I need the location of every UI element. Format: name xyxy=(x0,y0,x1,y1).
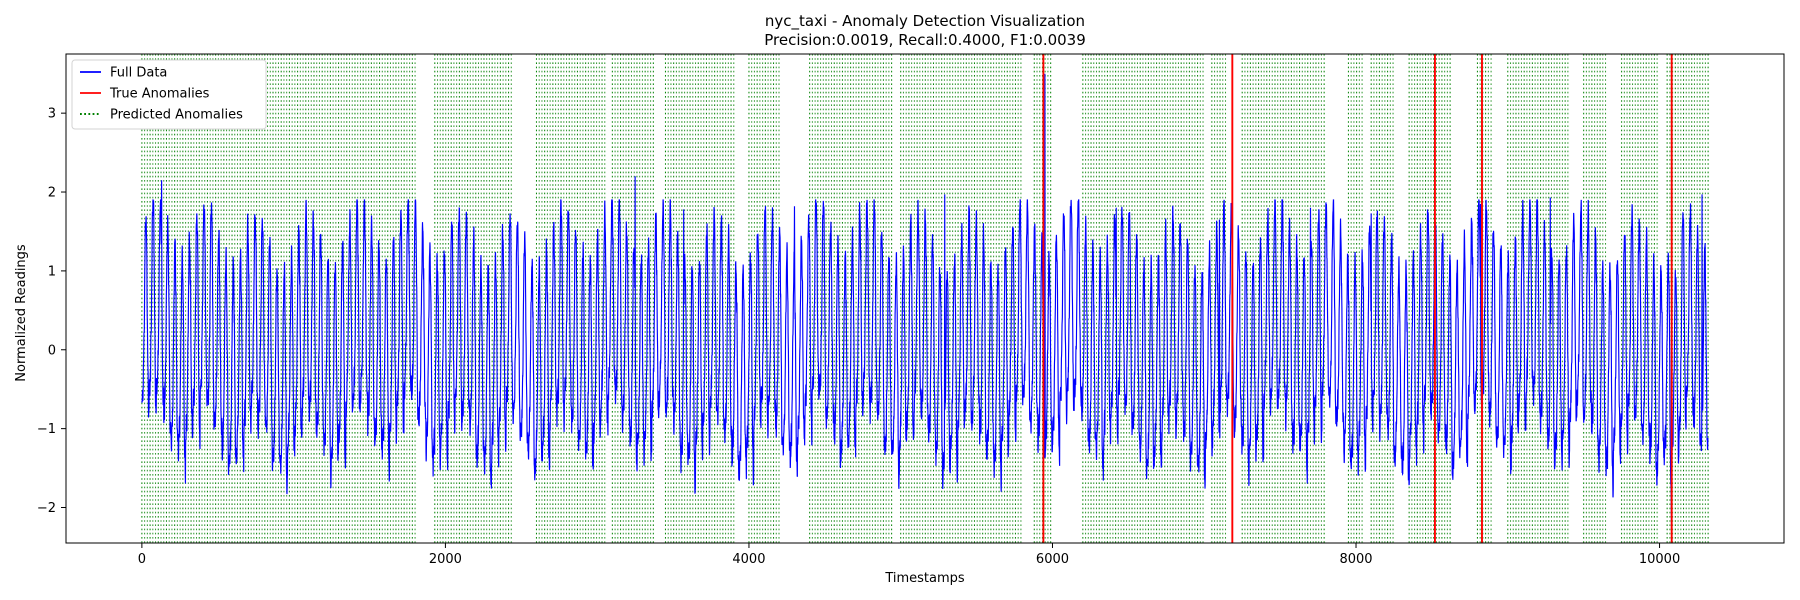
chart-subtitle: Precision:0.0019, Recall:0.4000, F1:0.00… xyxy=(764,31,1086,49)
y-axis-tick-label: 3 xyxy=(48,107,56,122)
legend-box xyxy=(71,59,267,130)
y-axis-label: Normalized Readings xyxy=(14,244,29,382)
legend: Full Data True Anomalies Predicted Anomali… xyxy=(71,59,267,130)
plot-content xyxy=(141,54,1709,543)
y-axis-tick-label: 2 xyxy=(48,186,56,201)
legend-label: True Anomalies xyxy=(109,87,210,102)
y-axis-tick-label: 1 xyxy=(48,264,56,279)
plot-frame xyxy=(65,53,1785,544)
predicted-anomaly-range xyxy=(665,54,733,543)
x-axis-tick-label: 4000 xyxy=(732,552,765,567)
x-axis-tick-label: 0 xyxy=(138,552,146,567)
x-axis-tick-label: 6000 xyxy=(1036,552,1069,567)
y-axis-tick-label: −1 xyxy=(37,422,56,437)
y-axis-tick-label: 0 xyxy=(48,343,56,358)
predicted-anomaly-lines xyxy=(141,54,1709,543)
axis-layer: 0 2000 4000 6000 8000 10000 −2 −1 0 1 2 3 xyxy=(37,53,1785,567)
legend-label: Full Data xyxy=(110,66,167,81)
axis-labels: Timestamps Normalized Readings xyxy=(14,244,965,586)
x-axis-label: Timestamps xyxy=(884,571,965,586)
y-axis-tick-label: −2 xyxy=(37,501,56,516)
x-axis-tick-label: 10000 xyxy=(1639,552,1680,567)
chart-title: nyc_taxi - Anomaly Detection Visualizati… xyxy=(765,12,1085,31)
full-data-series xyxy=(141,73,1709,543)
x-axis-tick-label: 8000 xyxy=(1339,552,1372,567)
title-group: nyc_taxi - Anomaly Detection Visualizati… xyxy=(764,12,1086,49)
true-anomaly-lines xyxy=(1042,54,1673,543)
predicted-anomaly-range xyxy=(612,54,654,543)
predicted-anomaly-range xyxy=(536,54,604,543)
legend-label: Predicted Anomalies xyxy=(110,108,243,123)
x-axis-tick-label: 2000 xyxy=(429,552,462,567)
